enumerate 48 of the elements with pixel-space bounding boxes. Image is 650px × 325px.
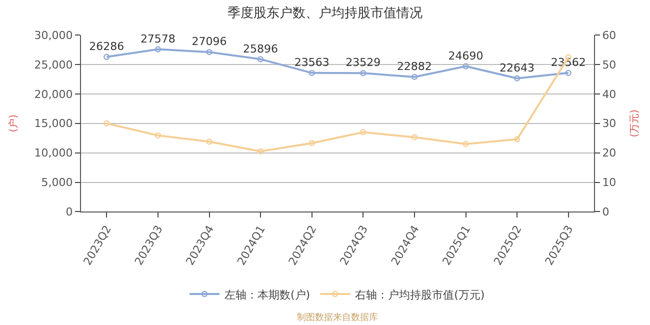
data-label: 22643 xyxy=(500,61,535,74)
data-label: 23529 xyxy=(346,56,381,70)
point xyxy=(462,63,469,70)
y2-tick-label: 0 xyxy=(602,206,610,219)
point xyxy=(257,56,264,62)
point xyxy=(257,148,264,154)
y-tick-label: 10,000 xyxy=(34,146,73,160)
data-label: 22882 xyxy=(396,60,432,74)
point xyxy=(154,132,162,139)
point xyxy=(360,129,366,136)
text: 制图数据来自数据库 xyxy=(297,312,378,323)
data-label: 25896 xyxy=(243,42,278,56)
chart-title: 季度股东户数、户均持股市值情况 xyxy=(228,5,422,22)
data-label: 27096 xyxy=(192,35,227,48)
data-label: 27578 xyxy=(140,32,176,46)
y2-tick-label: 40 xyxy=(602,88,616,101)
y2-axis-title: (万元) xyxy=(630,109,641,138)
y2-tick-label: 10 xyxy=(602,176,616,190)
point xyxy=(411,134,418,140)
data-label: 24690 xyxy=(448,49,484,62)
y-axis-title: (户) xyxy=(7,114,20,132)
legend-label: 左轴：本期数(户) xyxy=(224,288,310,302)
y-tick-label: 20,000 xyxy=(34,88,73,101)
y2-tick-label: 20 xyxy=(602,146,616,160)
point xyxy=(308,70,315,76)
point xyxy=(514,75,520,82)
y-tick-label: 15,000 xyxy=(34,117,73,130)
data-label: 26286 xyxy=(89,40,124,54)
point xyxy=(565,70,572,76)
y2-tick-label: 60 xyxy=(602,28,616,42)
y-tick-label: 25,000 xyxy=(34,58,73,72)
point xyxy=(206,49,212,56)
point xyxy=(411,74,418,80)
point xyxy=(104,54,110,60)
point xyxy=(154,46,162,52)
point xyxy=(308,140,315,146)
data-label: 23563 xyxy=(294,56,330,70)
y-tick-label: 0 xyxy=(66,206,73,219)
y2-tick-label: 50 xyxy=(602,58,616,72)
legend-label: 右轴：户均持股市值(万元) xyxy=(355,288,485,302)
point xyxy=(514,136,520,142)
y-tick-label: 5,000 xyxy=(41,176,73,190)
point xyxy=(104,120,110,126)
point xyxy=(360,70,366,76)
y2-tick-label: 30 xyxy=(602,117,616,130)
point xyxy=(462,140,469,148)
point xyxy=(206,138,212,145)
y-tick-label: 30,000 xyxy=(34,28,73,42)
